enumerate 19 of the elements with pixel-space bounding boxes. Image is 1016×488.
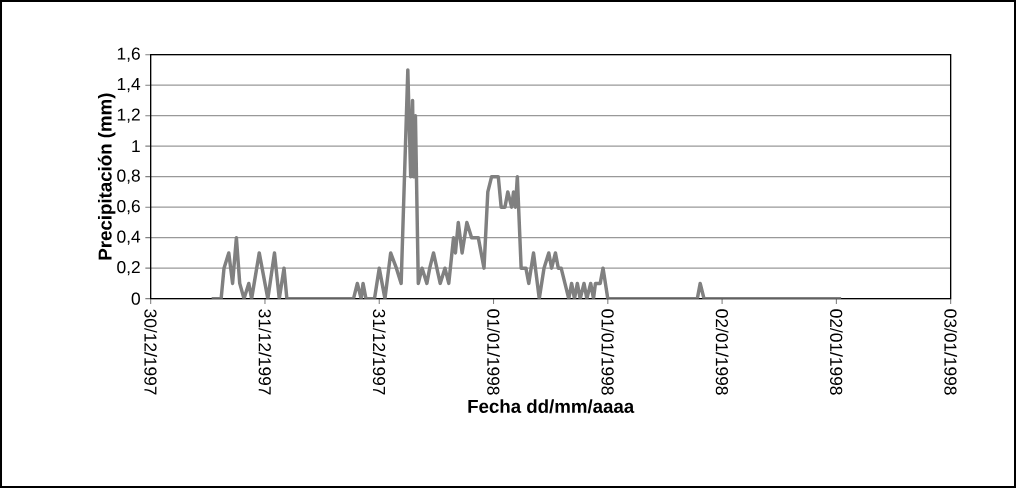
y-tick-label: 0,2 (117, 260, 140, 276)
x-tick-label: 02/01/1998 (715, 309, 729, 395)
x-tick-label: 30/12/1997 (144, 309, 158, 395)
y-tick-label: 1,4 (117, 78, 141, 93)
x-tick-label: 31/12/1997 (372, 309, 386, 395)
y-tick-label: 1,2 (117, 108, 140, 123)
x-tick-label: 01/01/1998 (487, 309, 500, 395)
x-axis-title: Fecha dd/mm/aaaa (468, 399, 635, 414)
y-tick-label: 0,4 (117, 230, 141, 245)
x-tick-label: 02/01/1998 (830, 309, 843, 395)
y-tick-label: 1,6 (117, 47, 140, 62)
y-axis-title: Precipitación (mm) (97, 93, 116, 260)
x-tick-label: 01/01/1998 (601, 309, 615, 395)
y-tick-label: 0,6 (117, 199, 140, 215)
x-tick-label: 31/12/1997 (258, 309, 272, 395)
y-tick-label: 0 (131, 292, 140, 305)
x-tick-label: 03/01/1998 (944, 309, 958, 395)
y-tick-label: 1 (132, 140, 140, 153)
y-tick-label: 0,8 (117, 169, 140, 184)
